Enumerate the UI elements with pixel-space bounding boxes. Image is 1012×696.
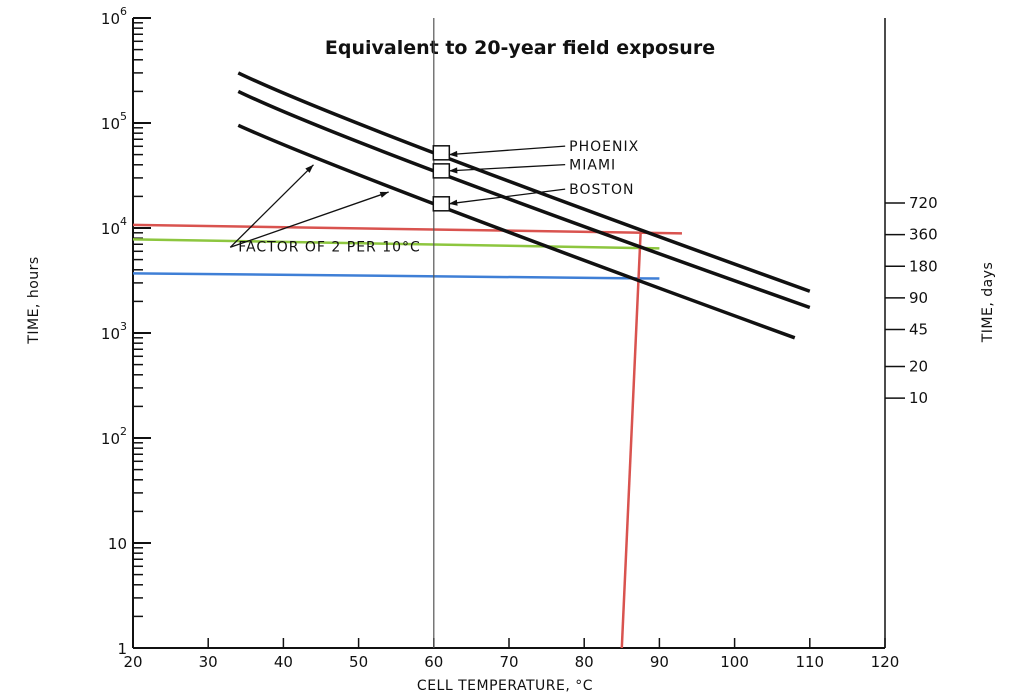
y2-tick-label: 180	[909, 257, 938, 275]
y-axis-right: 720 360 180 90 45 20 10	[885, 194, 938, 407]
reference-line	[132, 272, 660, 280]
marker-boston	[432, 196, 451, 212]
x-tick-label: 40	[274, 653, 293, 671]
y-tick-label: 105	[101, 110, 127, 133]
reference-lines	[132, 18, 682, 649]
y-tick-label: 10	[108, 535, 127, 553]
x-tick-label: 60	[424, 653, 443, 671]
marker-miami	[432, 163, 451, 179]
x-tick-label: 80	[575, 653, 594, 671]
marker-phoenix	[432, 145, 451, 161]
plot-frame	[132, 18, 886, 649]
reference-line	[132, 223, 682, 235]
annotation-arrow	[229, 164, 314, 248]
x-tick-label: 120	[871, 653, 900, 671]
annotation-arrowhead	[305, 164, 314, 173]
chart-title: Equivalent to 20-year field exposure	[325, 37, 715, 59]
y-tick-label: 1	[117, 640, 127, 658]
reference-line	[620, 232, 642, 649]
y-tick-label: 103	[101, 320, 127, 343]
x-tick-label: 70	[499, 653, 518, 671]
annotation-arrow	[448, 163, 566, 172]
y-axis-title-left: TIME, hours	[26, 256, 42, 344]
y-tick-label: 106	[101, 5, 127, 28]
annotation-arrowhead	[448, 150, 458, 158]
annotation-arrow	[230, 191, 389, 248]
annotation-arrowhead	[448, 199, 458, 206]
x-tick-label: 110	[795, 653, 824, 671]
y2-tick-label: 720	[909, 194, 938, 212]
y2-tick-label: 20	[909, 357, 928, 375]
annotation-label: PHOENIX	[569, 139, 639, 155]
annotation-label: FACTOR OF 2 PER 10°C	[238, 239, 421, 255]
series-lines	[237, 71, 811, 340]
y-axis-left: 1 10 102 103 104 105 106	[101, 5, 151, 658]
annotation-label: BOSTON	[569, 182, 634, 198]
annotation-arrow	[448, 188, 566, 205]
annotation-arrowhead	[379, 191, 389, 198]
y2-tick-label: 10	[909, 389, 928, 407]
series-line-phoenix	[237, 71, 811, 293]
y-axis-title-right: TIME, days	[980, 262, 996, 344]
annotation-arrow	[448, 145, 566, 156]
x-tick-label: 90	[650, 653, 669, 671]
x-tick-label: 50	[349, 653, 368, 671]
x-axis: 20 30 40 50 60 70 80 90 100 110 120	[123, 638, 899, 671]
y2-tick-label: 45	[909, 320, 928, 338]
annotation-arrowhead	[448, 167, 458, 174]
annotations: PHOENIX MIAMI BOSTON FACTOR OF 2 PER 10°C	[229, 139, 639, 255]
x-axis-title: CELL TEMPERATURE, °C	[417, 678, 593, 694]
y2-tick-label: 360	[909, 226, 938, 244]
y2-tick-label: 90	[909, 289, 928, 307]
x-tick-label: 20	[123, 653, 142, 671]
reference-line	[132, 238, 660, 250]
x-tick-label: 30	[199, 653, 218, 671]
y-tick-label: 104	[101, 215, 127, 238]
annotation-label: MIAMI	[569, 158, 616, 174]
x-tick-label: 100	[720, 653, 749, 671]
y-tick-label: 102	[101, 425, 127, 448]
